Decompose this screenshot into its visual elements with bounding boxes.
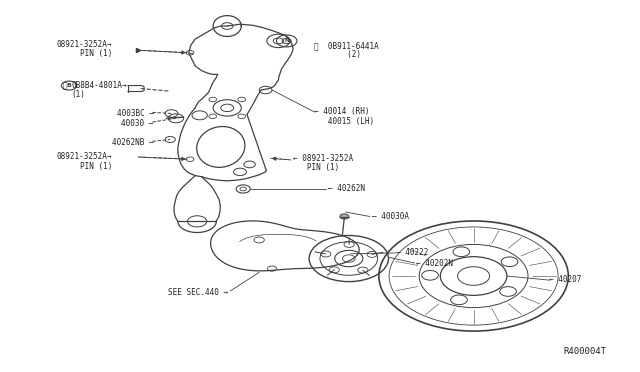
Text: 40262NB —: 40262NB — [112, 138, 154, 147]
Text: 08921-3252A→: 08921-3252A→ [56, 40, 112, 49]
Text: — 40030A: — 40030A [372, 212, 410, 221]
Text: 08921-3252A→: 08921-3252A→ [56, 153, 112, 161]
Circle shape [340, 214, 349, 219]
Text: ← 40014 (RH): ← 40014 (RH) [314, 107, 369, 116]
Text: SEE SEC.440 →: SEE SEC.440 → [168, 288, 228, 296]
Text: PIN (1): PIN (1) [293, 163, 339, 172]
Text: 4003BC —: 4003BC — [116, 109, 154, 118]
Text: PIN (1): PIN (1) [79, 49, 112, 58]
Text: Ⓝ  0B911-6441A: Ⓝ 0B911-6441A [314, 41, 378, 50]
Text: — 40262N: — 40262N [328, 184, 365, 193]
Text: ← 40202N: ← 40202N [416, 259, 453, 268]
Text: R400004T: R400004T [563, 347, 606, 356]
Text: 40015 (LH): 40015 (LH) [314, 117, 374, 126]
Text: Ⓑ: Ⓑ [63, 81, 67, 90]
Text: (1): (1) [72, 90, 86, 99]
Text: N: N [284, 38, 289, 44]
Text: 40030 —: 40030 — [121, 119, 154, 128]
Text: PIN (1): PIN (1) [79, 162, 112, 171]
Text: — 40222: — 40222 [396, 248, 428, 257]
Text: ← 08921-3252A: ← 08921-3252A [293, 154, 353, 163]
Text: (2): (2) [324, 50, 362, 59]
Text: 0B8B4-4801A→: 0B8B4-4801A→ [72, 81, 127, 90]
Text: B: B [67, 83, 72, 88]
Text: ← 40207: ← 40207 [549, 275, 582, 284]
